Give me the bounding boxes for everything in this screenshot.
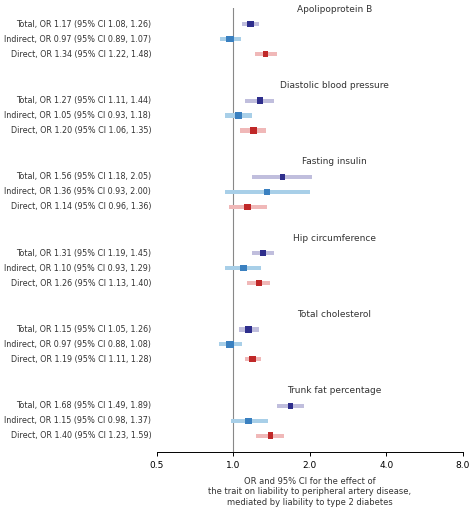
- Text: Total, OR 1.17 (95% CI 1.08, 1.26): Total, OR 1.17 (95% CI 1.08, 1.26): [16, 20, 151, 29]
- Text: Fasting insulin: Fasting insulin: [302, 157, 367, 167]
- Bar: [225, 113, 252, 118]
- Bar: [252, 175, 312, 179]
- Bar: [256, 98, 263, 104]
- Bar: [247, 21, 254, 28]
- Bar: [219, 342, 242, 346]
- Text: Indirect, OR 0.97 (95% CI 0.88, 1.08): Indirect, OR 0.97 (95% CI 0.88, 1.08): [4, 340, 151, 349]
- Text: Indirect, OR 1.36 (95% CI 0.93, 2.00): Indirect, OR 1.36 (95% CI 0.93, 2.00): [4, 188, 151, 196]
- Bar: [247, 281, 270, 285]
- Bar: [225, 190, 310, 194]
- Bar: [263, 51, 268, 57]
- Text: Diastolic blood pressure: Diastolic blood pressure: [280, 81, 389, 90]
- Text: Total, OR 1.31 (95% CI 1.19, 1.45): Total, OR 1.31 (95% CI 1.19, 1.45): [16, 249, 151, 258]
- Bar: [240, 128, 266, 132]
- Bar: [268, 432, 273, 439]
- Bar: [288, 403, 293, 409]
- Bar: [226, 36, 234, 42]
- Bar: [249, 356, 255, 362]
- X-axis label: OR and 95% CI for the effect of
the trait on liability to peripheral artery dise: OR and 95% CI for the effect of the trai…: [208, 477, 411, 507]
- Text: Apolipoprotein B: Apolipoprotein B: [297, 5, 372, 14]
- Bar: [225, 266, 261, 270]
- Bar: [253, 251, 274, 255]
- Bar: [245, 99, 273, 103]
- Bar: [277, 404, 303, 408]
- Text: Indirect, OR 0.97 (95% CI 0.89, 1.07): Indirect, OR 0.97 (95% CI 0.89, 1.07): [4, 35, 151, 44]
- Bar: [226, 341, 234, 347]
- Bar: [235, 112, 242, 119]
- Bar: [231, 419, 268, 423]
- Text: Direct, OR 1.40 (95% CI 1.23, 1.59): Direct, OR 1.40 (95% CI 1.23, 1.59): [10, 431, 151, 440]
- Text: Trunk fat percentage: Trunk fat percentage: [287, 386, 382, 395]
- Text: Direct, OR 1.20 (95% CI 1.06, 1.35): Direct, OR 1.20 (95% CI 1.06, 1.35): [11, 126, 151, 135]
- Text: Indirect, OR 1.05 (95% CI 0.93, 1.18): Indirect, OR 1.05 (95% CI 0.93, 1.18): [4, 111, 151, 120]
- Bar: [255, 52, 276, 56]
- Bar: [255, 280, 262, 286]
- Text: Direct, OR 1.14 (95% CI 0.96, 1.36): Direct, OR 1.14 (95% CI 0.96, 1.36): [11, 202, 151, 211]
- Text: Total, OR 1.27 (95% CI 1.11, 1.44): Total, OR 1.27 (95% CI 1.11, 1.44): [16, 96, 151, 105]
- Bar: [240, 265, 247, 271]
- Text: Direct, OR 1.26 (95% CI 1.13, 1.40): Direct, OR 1.26 (95% CI 1.13, 1.40): [11, 278, 151, 288]
- Bar: [242, 22, 259, 27]
- Text: Indirect, OR 1.15 (95% CI 0.98, 1.37): Indirect, OR 1.15 (95% CI 0.98, 1.37): [4, 416, 151, 425]
- Bar: [220, 37, 241, 41]
- Bar: [246, 327, 252, 333]
- Text: Hip circumference: Hip circumference: [293, 234, 376, 243]
- Bar: [245, 357, 261, 361]
- Text: Total, OR 1.15 (95% CI 1.05, 1.26): Total, OR 1.15 (95% CI 1.05, 1.26): [16, 325, 151, 334]
- Bar: [256, 433, 284, 438]
- Text: Direct, OR 1.34 (95% CI 1.22, 1.48): Direct, OR 1.34 (95% CI 1.22, 1.48): [11, 50, 151, 59]
- Bar: [264, 189, 270, 195]
- Bar: [250, 127, 256, 134]
- Text: Direct, OR 1.19 (95% CI 1.11, 1.28): Direct, OR 1.19 (95% CI 1.11, 1.28): [11, 355, 151, 364]
- Bar: [260, 250, 266, 257]
- Bar: [229, 205, 267, 209]
- Bar: [280, 174, 285, 180]
- Text: Total cholesterol: Total cholesterol: [297, 310, 371, 319]
- Text: Indirect, OR 1.10 (95% CI 0.93, 1.29): Indirect, OR 1.10 (95% CI 0.93, 1.29): [4, 264, 151, 272]
- Text: Total, OR 1.68 (95% CI 1.49, 1.89): Total, OR 1.68 (95% CI 1.49, 1.89): [16, 401, 151, 410]
- Bar: [246, 417, 252, 424]
- Text: Total, OR 1.56 (95% CI 1.18, 2.05): Total, OR 1.56 (95% CI 1.18, 2.05): [16, 172, 151, 181]
- Bar: [244, 204, 251, 210]
- Bar: [239, 328, 259, 332]
